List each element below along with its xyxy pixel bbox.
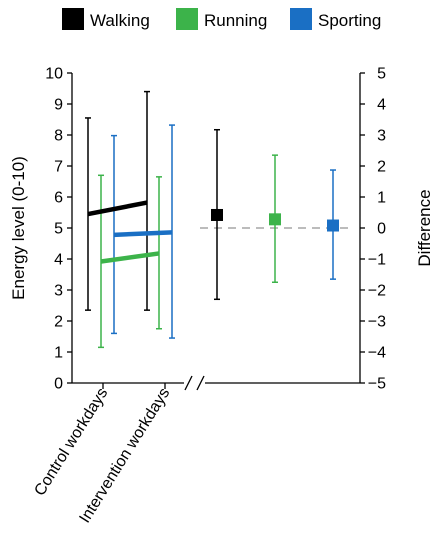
y2-tick-label: 0 (377, 221, 386, 238)
y-axis-title: Energy level (0-10) (9, 156, 28, 300)
y2-tick-label: 5 (377, 66, 386, 83)
difference-point-running (269, 213, 281, 226)
y2-tick-label: 2 (377, 159, 386, 176)
mean-line-walking (87, 200, 148, 217)
y2-axis-title: Difference (415, 189, 434, 266)
y2-tick-label: −2 (368, 283, 386, 300)
legend-swatch-walking (62, 8, 84, 30)
y-tick-label: 1 (54, 345, 63, 362)
y-tick-label: 0 (54, 376, 63, 393)
y2-tick-label: 1 (377, 190, 386, 207)
difference-point-walking (211, 208, 223, 221)
y-tick-label: 2 (54, 314, 63, 331)
y-tick-label: 5 (54, 221, 63, 238)
y-tick-label: 6 (54, 190, 63, 207)
axis-break-mark (184, 375, 193, 391)
y2-tick-label: −4 (368, 345, 386, 362)
legend-swatch-sporting (290, 8, 312, 30)
y2-tick-label: 3 (377, 128, 386, 145)
legend: Walking Running Sporting (62, 8, 381, 30)
axis-break-mark (196, 375, 205, 391)
y-tick-label: 8 (54, 128, 63, 145)
difference-point-sporting (327, 219, 339, 232)
chart-marks (85, 90, 339, 349)
y-tick-label: 9 (54, 97, 63, 114)
y2-tick-label: 4 (377, 97, 386, 114)
y-tick-label: 3 (54, 283, 63, 300)
legend-label-running: Running (204, 11, 267, 30)
mean-line-sporting (113, 230, 173, 238)
legend-label-walking: Walking (90, 11, 150, 30)
y2-tick-label: −1 (368, 252, 386, 269)
y2-tick-label: −3 (368, 314, 386, 331)
y-tick-label: 10 (45, 66, 63, 83)
mean-line-running (100, 251, 160, 264)
y-tick-label: 7 (54, 159, 63, 176)
legend-label-sporting: Sporting (318, 11, 381, 30)
legend-swatch-running (176, 8, 198, 30)
y-tick-label: 4 (54, 252, 63, 269)
y2-tick-label: −5 (368, 376, 386, 393)
